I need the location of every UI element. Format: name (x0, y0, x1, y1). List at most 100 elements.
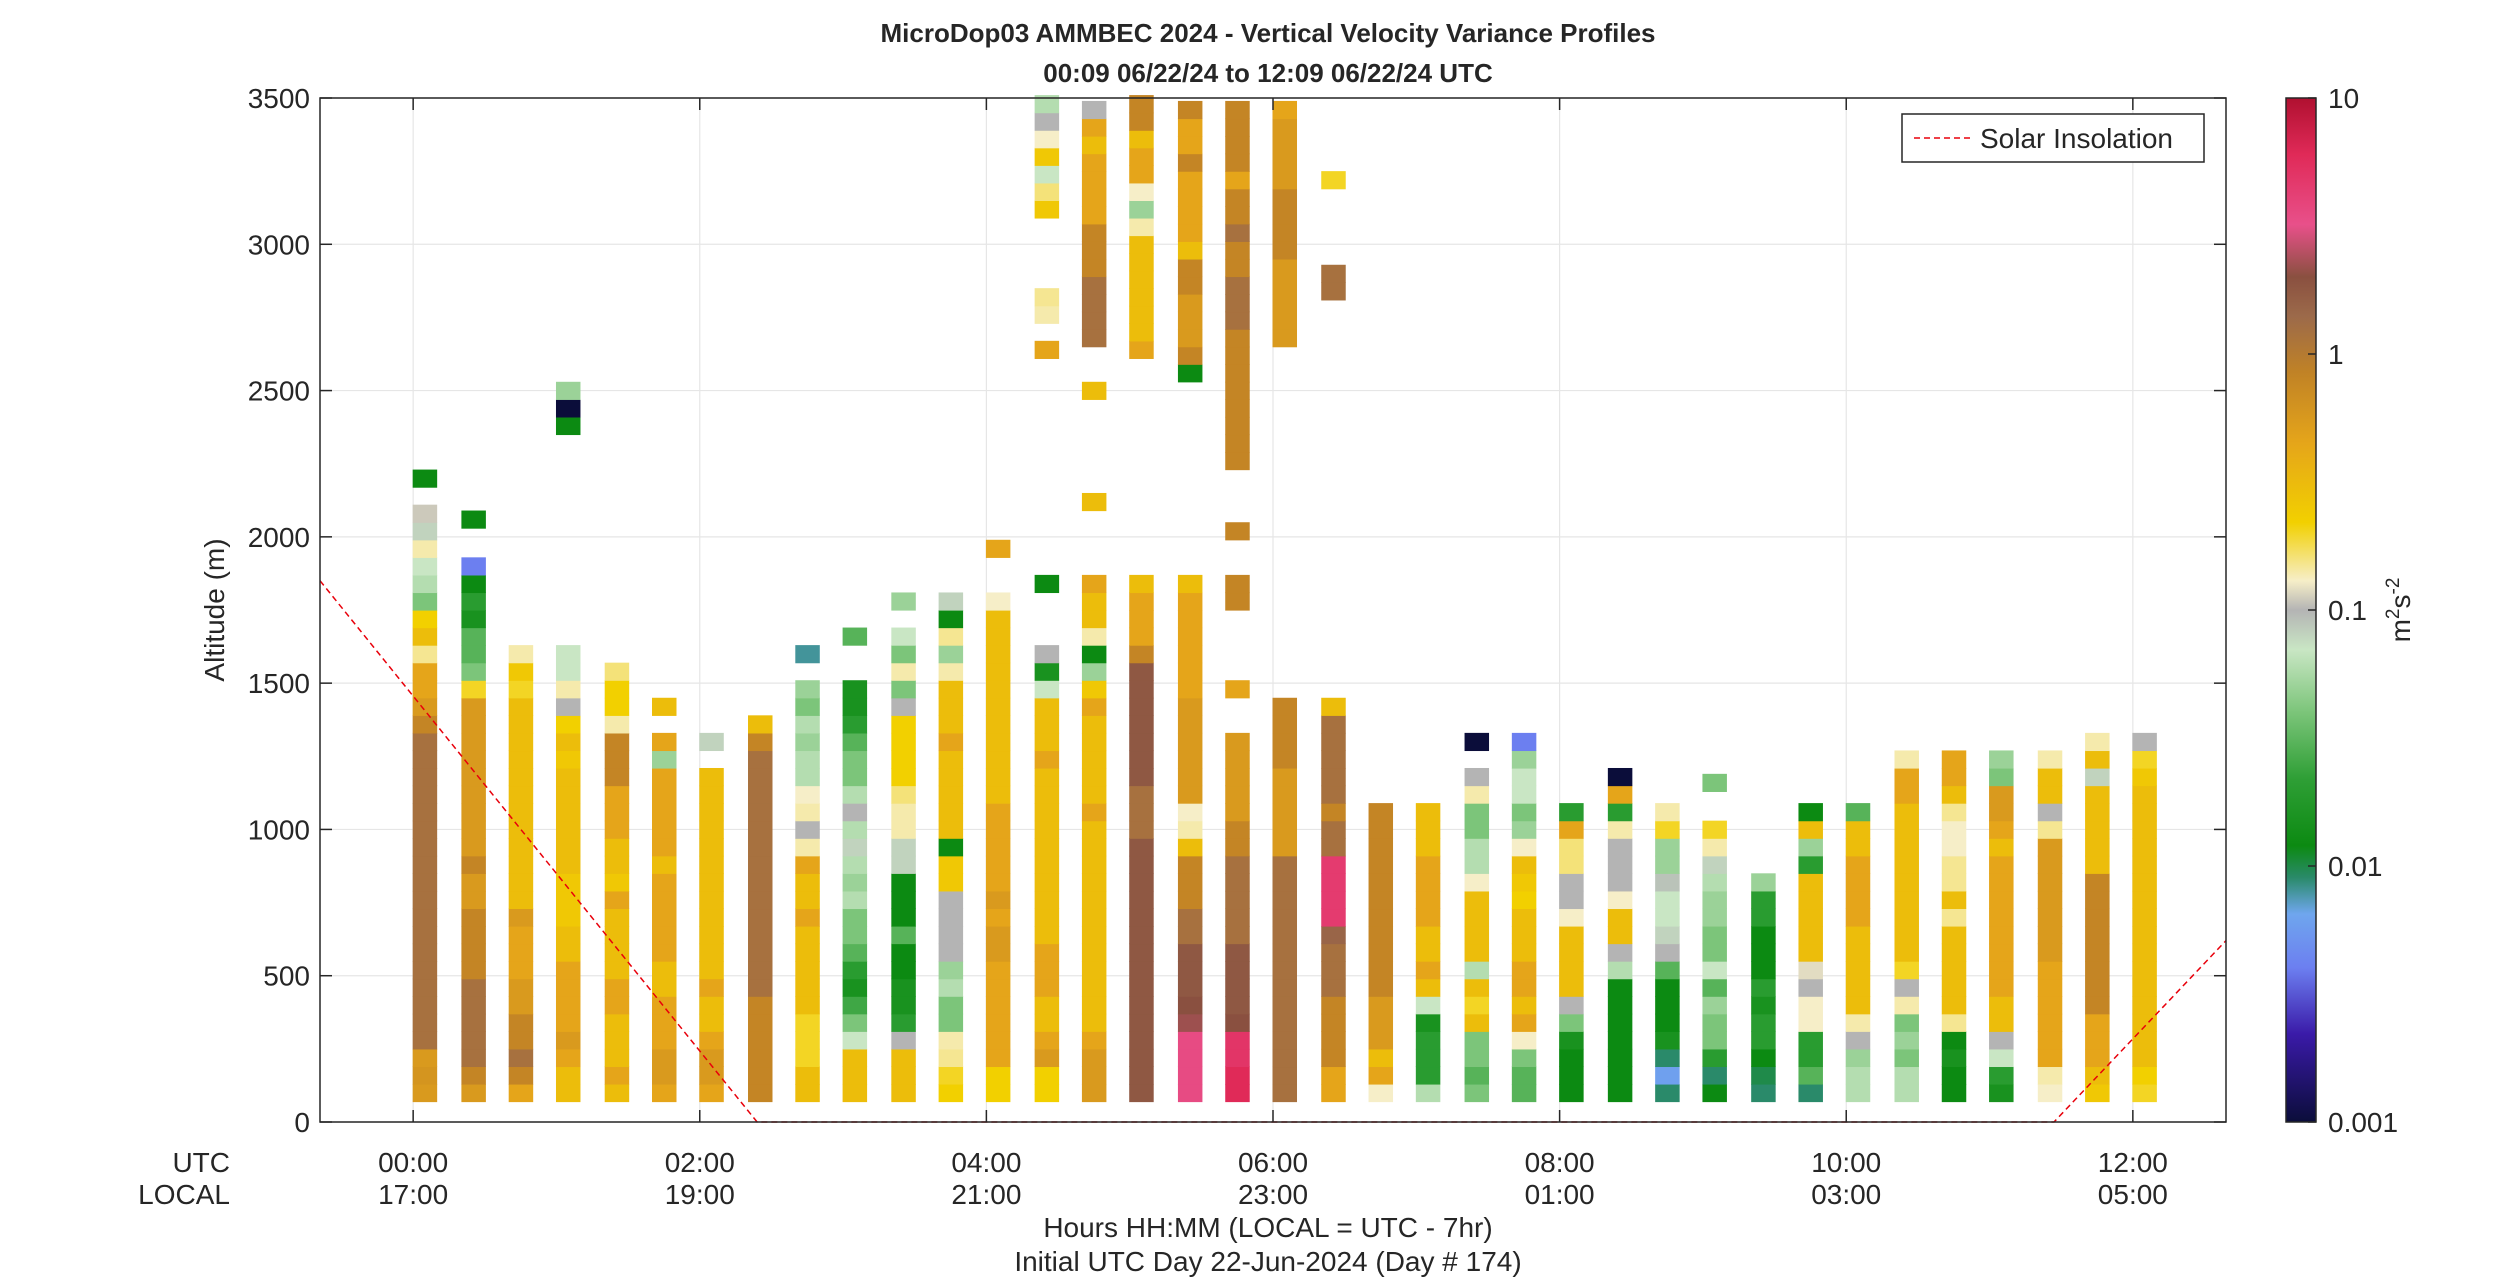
heatmap-cell (1321, 838, 1346, 857)
heatmap-cell (1177, 978, 1203, 997)
heatmap-cell (1081, 592, 1107, 611)
heatmap-cell (1464, 873, 1490, 892)
heatmap-cell (1845, 996, 1871, 1015)
heatmap-cell (1321, 855, 1346, 874)
heatmap-cell (1989, 1083, 2014, 1103)
heatmap-cell (1845, 838, 1871, 857)
heatmap-cell (508, 838, 534, 857)
heatmap-cell (1129, 697, 1154, 716)
colorbar-tick-label: 0.01 (2328, 851, 2383, 882)
heatmap-cell (604, 662, 630, 681)
heatmap-cell (1751, 1013, 1776, 1032)
heatmap-cell (652, 978, 677, 997)
heatmap-cell (1989, 855, 2014, 874)
heatmap-cell (1751, 996, 1776, 1015)
heatmap-cell (652, 697, 677, 716)
heatmap-cell (412, 697, 438, 716)
heatmap-cell (1655, 1031, 1680, 1050)
heatmap-cell (461, 1048, 486, 1068)
heatmap-cell (1751, 961, 1776, 980)
heatmap-cell (1894, 1013, 1919, 1032)
heatmap-cell (842, 838, 868, 857)
heatmap-cell (461, 925, 486, 945)
heatmap-cell (1368, 925, 1394, 945)
heatmap-cell (1321, 697, 1346, 716)
heatmap-cell (2085, 961, 2110, 980)
heatmap-cell (1225, 908, 1250, 927)
heatmap-cell (1368, 978, 1394, 997)
colorbar-tick-label: 10 (2328, 83, 2359, 114)
heatmap-cell (1034, 855, 1060, 874)
chart-subtitle: 00:09 06/22/24 to 12:09 06/22/24 UTC (1043, 58, 1493, 88)
heatmap-cell (1081, 645, 1107, 664)
heatmap-cell (1177, 838, 1203, 857)
heatmap-cell (555, 416, 581, 436)
heatmap-cell (1177, 1048, 1203, 1068)
heatmap-cell (1225, 1048, 1250, 1068)
heatmap-cell (891, 697, 916, 716)
heatmap-cell (985, 890, 1011, 910)
heatmap-cell (699, 767, 724, 787)
heatmap-cell (1272, 855, 1298, 874)
heatmap-cell (748, 803, 773, 822)
heatmap-cell (1177, 610, 1203, 629)
heatmap-cell (1559, 978, 1584, 997)
heatmap-cell (1415, 1031, 1441, 1050)
heatmap-cell (1511, 732, 1537, 752)
heatmap-cell (842, 890, 868, 910)
heatmap-cell (938, 732, 964, 752)
heatmap-cell (1559, 943, 1584, 962)
heatmap-cell (748, 715, 773, 734)
colorbar-label-sup1: 2 (2383, 609, 2404, 620)
heatmap-cell (891, 750, 916, 769)
heatmap-cell (555, 1048, 581, 1068)
heatmap-cell (1989, 767, 2014, 787)
heatmap-cell (1798, 890, 1823, 910)
heatmap-cell (1894, 978, 1919, 997)
heatmap-cell (842, 943, 868, 962)
heatmap-cell (652, 925, 677, 945)
heatmap-cell (1225, 890, 1250, 910)
heatmap-cell (748, 855, 773, 874)
heatmap-cell (1894, 750, 1919, 769)
heatmap-cell (1272, 329, 1298, 348)
heatmap-cell (508, 803, 534, 822)
heatmap-cell (508, 1083, 534, 1103)
heatmap-cell (1225, 118, 1250, 137)
heatmap-cell (1129, 820, 1154, 839)
heatmap-cell (1272, 1013, 1298, 1032)
heatmap-cell (985, 610, 1011, 629)
heatmap-cell (1655, 925, 1680, 945)
heatmap-cell (1272, 136, 1298, 155)
heatmap-cell (555, 399, 581, 418)
heatmap-cell (1989, 838, 2014, 857)
heatmap-cell (555, 750, 581, 769)
heatmap-cell (2037, 978, 2063, 997)
heatmap-cell (985, 1066, 1011, 1085)
heatmap-cell (985, 750, 1011, 769)
heatmap-cell (1177, 873, 1203, 892)
heatmap-cell (1989, 1048, 2014, 1068)
heatmap-cell (1798, 820, 1823, 839)
heatmap-cell (1511, 1048, 1537, 1068)
heatmap-cell (2037, 1031, 2063, 1050)
heatmap-cell (1225, 1031, 1250, 1050)
heatmap-cell (985, 1031, 1011, 1050)
heatmap-cell (1034, 943, 1060, 962)
heatmap-cell (1225, 767, 1250, 787)
heatmap-cell (1225, 1066, 1250, 1085)
heatmap-cell (1081, 188, 1107, 207)
heatmap-cell (938, 1083, 964, 1103)
heatmap-cell (604, 838, 630, 857)
heatmap-cell (1607, 820, 1633, 839)
heatmap-cell (748, 996, 773, 1015)
heatmap-cell (1225, 855, 1250, 874)
heatmap-cell (652, 767, 677, 787)
heatmap-cell (1751, 1083, 1776, 1103)
heatmap-cell (891, 943, 916, 962)
colorbar-tick-label: 0.001 (2328, 1107, 2398, 1138)
heatmap-cell (1511, 1083, 1537, 1103)
heatmap-cell (1559, 1066, 1584, 1085)
heatmap-cell (1655, 908, 1680, 927)
heatmap-cell (748, 873, 773, 892)
